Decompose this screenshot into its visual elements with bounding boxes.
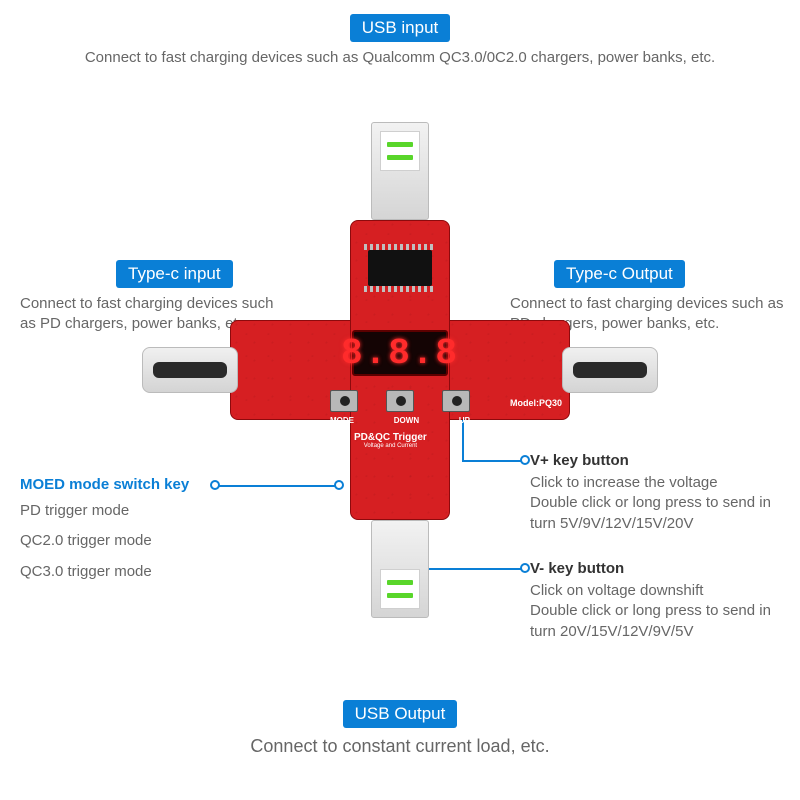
usb-a-input-icon xyxy=(371,122,429,220)
typec-output-icon xyxy=(562,347,658,393)
mcu-chip-icon xyxy=(368,250,432,286)
typec-output-badge: Type-c Output xyxy=(554,260,685,288)
silk-up: UP xyxy=(459,416,470,425)
leader-dot-mode-src xyxy=(210,480,220,490)
mode-button[interactable] xyxy=(330,390,358,412)
usb-input-desc: Connect to fast charging devices such as… xyxy=(80,48,720,68)
leader-dot-vplus-dst xyxy=(520,455,530,465)
mode-key-line-0: PD trigger mode xyxy=(20,501,270,521)
vminus-line-0: Click on voltage downshift xyxy=(530,581,790,601)
vminus-line-1: Double click or long press to send in tu… xyxy=(530,601,790,642)
silk-subtitle: Voltage and Current xyxy=(354,443,427,449)
usb-a-output-icon xyxy=(371,520,429,618)
typec-input-badge: Type-c input xyxy=(116,260,233,288)
silk-title: PD&QC Trigger xyxy=(354,432,427,443)
vplus-line-0: Click to increase the voltage xyxy=(530,473,790,493)
silk-model: Model:PQ30 xyxy=(510,398,562,408)
mode-key-line-2: QC3.0 trigger mode xyxy=(20,562,270,582)
silk-mode: MODE xyxy=(330,416,354,425)
silk-down: DOWN xyxy=(394,416,419,425)
typec-input-icon xyxy=(142,347,238,393)
leader-dot-vminus-dst xyxy=(520,563,530,573)
device-pcb: 8.8.8 MODE DOWN UP PD&QC Trigger Voltage… xyxy=(290,220,510,520)
vplus-head: V+ key button xyxy=(530,452,790,469)
usb-output-desc: Connect to constant current load, etc. xyxy=(0,734,800,758)
usb-input-badge: USB input xyxy=(350,14,451,42)
mode-key-line-1: QC2.0 trigger mode xyxy=(20,531,270,551)
vminus-head: V- key button xyxy=(530,560,790,577)
vplus-line-1: Double click or long press to send in tu… xyxy=(530,493,790,534)
down-button[interactable] xyxy=(386,390,414,412)
seven-seg-display: 8.8.8 xyxy=(352,330,448,376)
up-button[interactable] xyxy=(442,390,470,412)
usb-output-badge: USB Output xyxy=(343,700,458,728)
